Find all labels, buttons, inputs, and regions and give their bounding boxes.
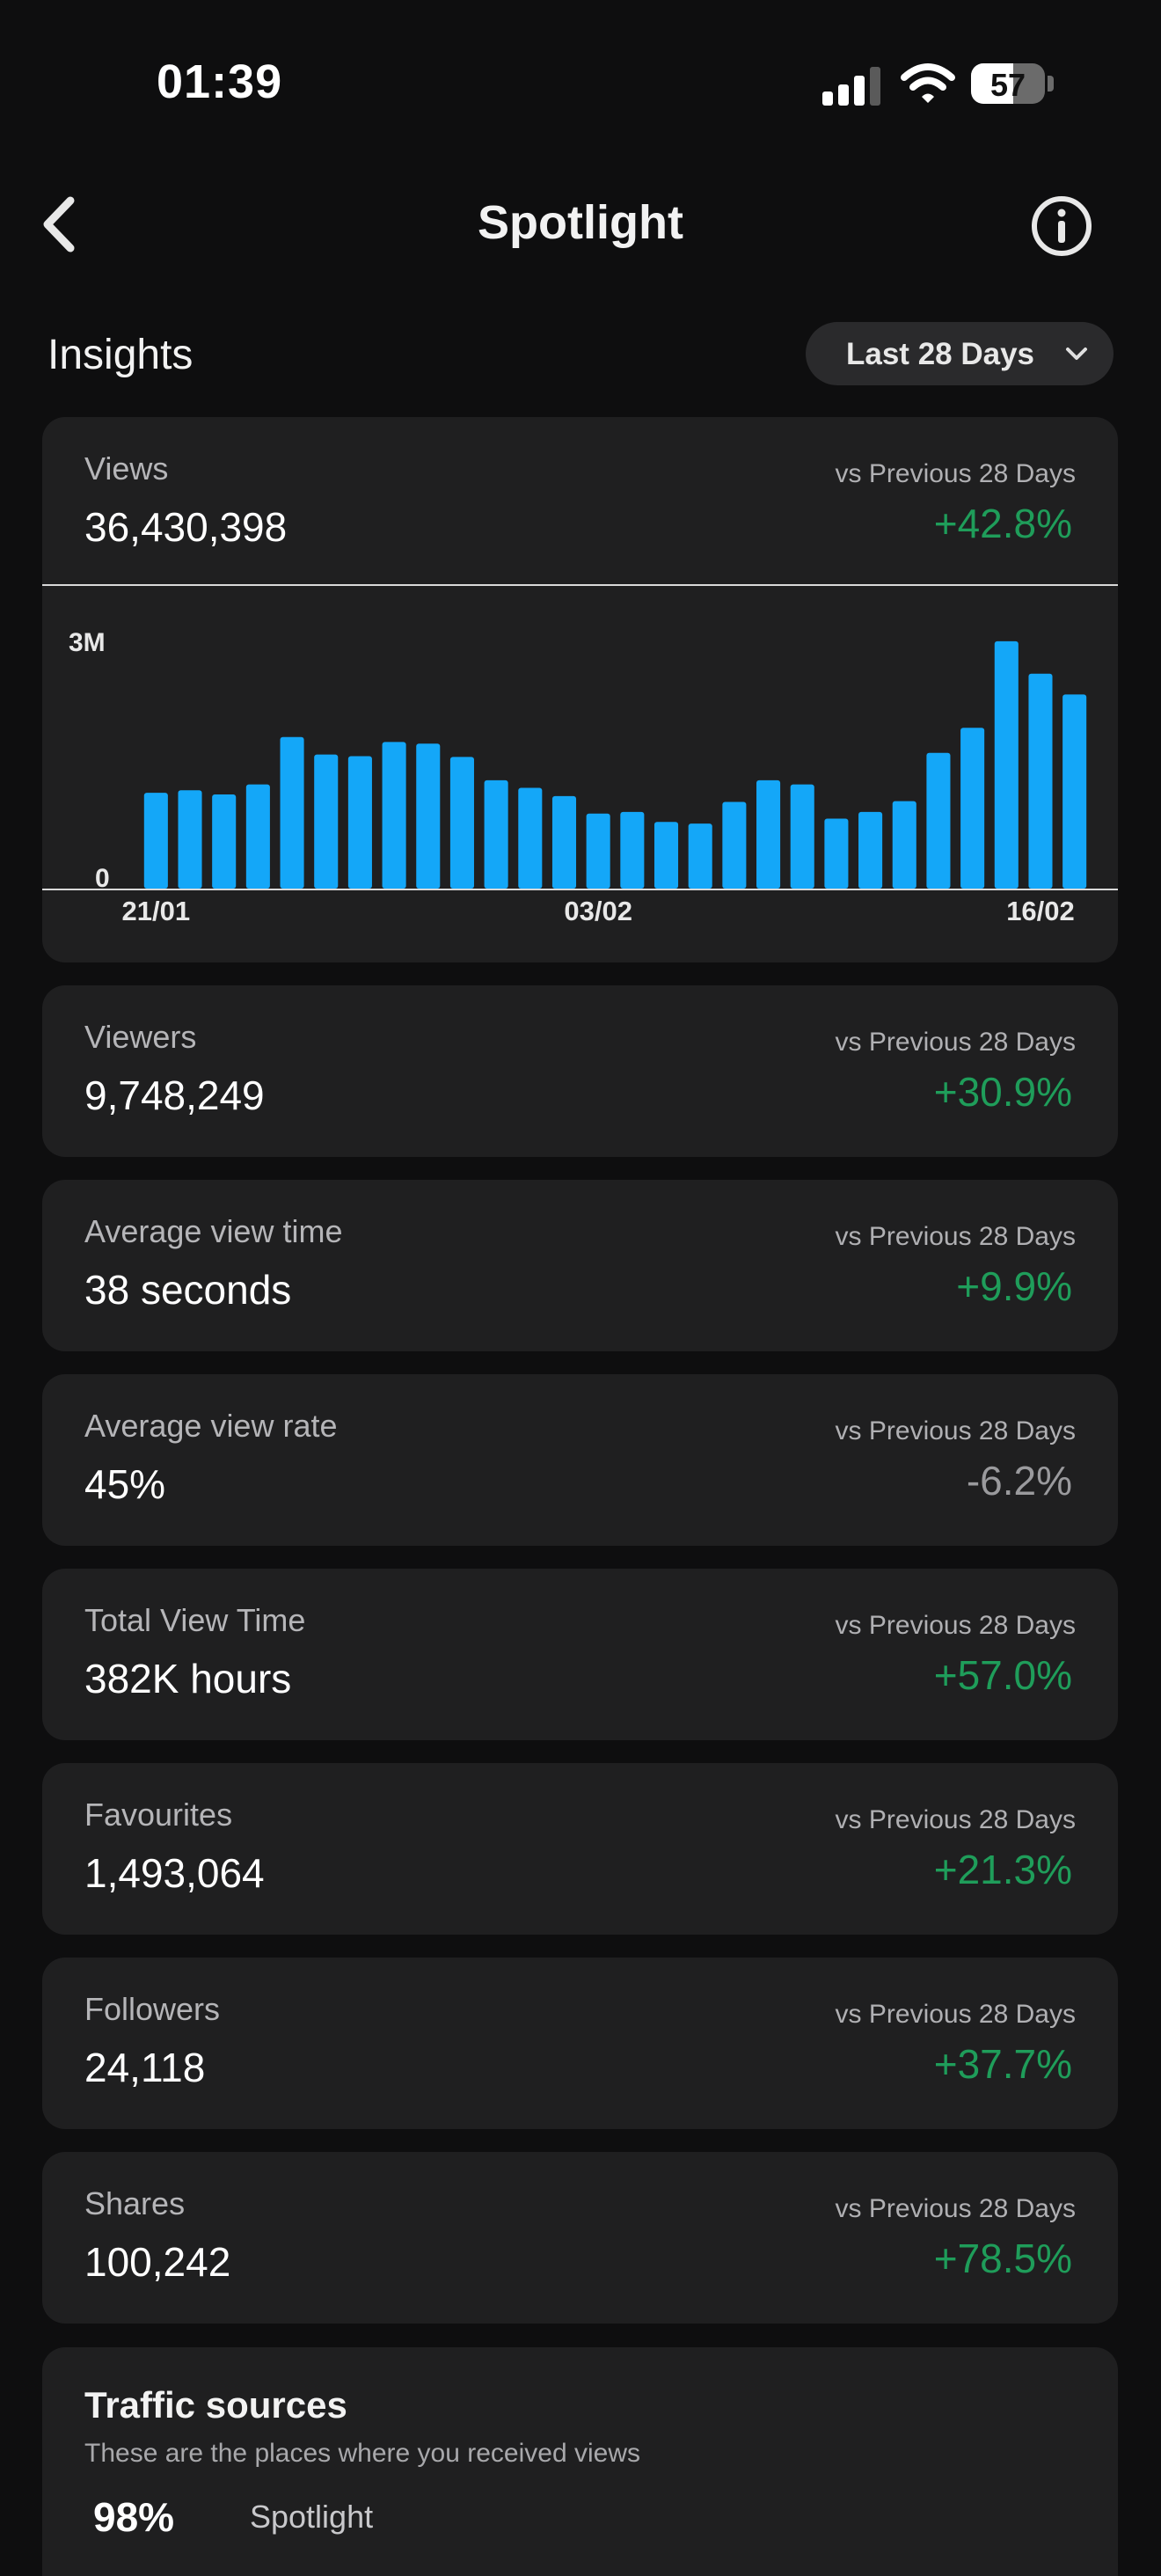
traffic-sources-title: Traffic sources: [84, 2384, 347, 2426]
chevron-down-icon: [1066, 348, 1087, 360]
metric-card-average-view-rate[interactable]: Average view rate 45% vs Previous 28 Day…: [42, 1374, 1118, 1546]
page-title: Spotlight: [478, 196, 683, 249]
chart-baseline: [42, 889, 1118, 890]
chart-bar[interactable]: [280, 736, 304, 889]
metric-comparison: vs Previous 28 Days: [835, 1611, 1076, 1640]
chart-bar[interactable]: [994, 640, 1019, 889]
metric-change: -6.2%: [966, 1458, 1072, 1504]
metric-card-views[interactable]: Views 36,430,398 vs Previous 28 Days +42…: [42, 417, 1118, 962]
chart-bar[interactable]: [245, 784, 270, 889]
metric-value: 45%: [84, 1461, 166, 1507]
chart-bar[interactable]: [484, 779, 508, 889]
metric-value: 1,493,064: [84, 1850, 265, 1896]
metric-label: Favourites: [84, 1797, 233, 1833]
chart-bar[interactable]: [1028, 673, 1053, 889]
metric-value: 382K hours: [84, 1656, 292, 1701]
x-tick-label: 03/02: [564, 896, 632, 926]
y-tick-label: 0: [95, 864, 110, 893]
chart-bar[interactable]: [722, 801, 747, 889]
chart-bar[interactable]: [858, 811, 883, 889]
metric-change: +30.9%: [933, 1069, 1072, 1115]
chart-bar[interactable]: [960, 728, 985, 889]
metric-change: +78.5%: [933, 2236, 1072, 2281]
metric-card-favourites[interactable]: Favourites 1,493,064 vs Previous 28 Days…: [42, 1763, 1118, 1935]
metric-comparison: vs Previous 28 Days: [835, 1028, 1076, 1057]
metric-label: Total View Time: [84, 1602, 306, 1638]
metric-value: 36,430,398: [84, 504, 288, 550]
signal-icon: [822, 67, 880, 106]
metric-comparison: vs Previous 28 Days: [835, 2194, 1076, 2223]
chart-bar[interactable]: [620, 811, 645, 889]
back-chevron-icon[interactable]: [35, 194, 88, 255]
chart-bar[interactable]: [449, 757, 474, 889]
metric-change: +37.7%: [933, 2041, 1072, 2087]
chart-bar[interactable]: [314, 754, 339, 889]
battery-icon: 57: [971, 63, 1055, 106]
metric-change: +57.0%: [933, 1652, 1072, 1698]
chart-bar[interactable]: [416, 743, 441, 889]
insights-title: Insights: [47, 332, 194, 378]
metric-card-followers[interactable]: Followers 24,118 vs Previous 28 Days +37…: [42, 1958, 1118, 2129]
metric-value: 38 seconds: [84, 1267, 292, 1313]
chart-top-divider: [42, 584, 1118, 586]
metric-value: 100,242: [84, 2239, 231, 2285]
metric-comparison: vs Previous 28 Days: [835, 2000, 1076, 2029]
metric-card-average-view-time[interactable]: Average view time 38 seconds vs Previous…: [42, 1180, 1118, 1351]
chart-bar[interactable]: [382, 742, 406, 889]
chart-bar[interactable]: [347, 756, 372, 889]
chart-bar[interactable]: [926, 752, 951, 889]
metric-label: Followers: [84, 1991, 221, 2027]
status-time: 01:39: [157, 55, 283, 108]
metric-card-viewers[interactable]: Viewers 9,748,249 vs Previous 28 Days +3…: [42, 985, 1118, 1157]
views-bar-chart: 3M 0 21/01 03/02 16/02: [42, 628, 1118, 926]
metric-change: +21.3%: [933, 1847, 1072, 1892]
chart-bar[interactable]: [756, 779, 781, 889]
metric-label: Average view rate: [84, 1408, 338, 1444]
y-tick-label: 3M: [69, 628, 106, 657]
metric-label: Viewers: [84, 1019, 197, 1055]
metric-comparison: vs Previous 28 Days: [835, 459, 1076, 488]
metric-label: Shares: [84, 2185, 186, 2221]
x-tick-label: 16/02: [1006, 896, 1075, 926]
nav-bar: Spotlight: [0, 176, 1161, 273]
chart-bar[interactable]: [551, 795, 577, 889]
metric-comparison: vs Previous 28 Days: [835, 1805, 1076, 1834]
date-range-label: Last 28 Days: [846, 337, 1035, 371]
traffic-sources-subtitle: These are the places where you received …: [84, 2439, 640, 2468]
chart-bar[interactable]: [824, 818, 849, 889]
chart-bar[interactable]: [518, 787, 543, 889]
traffic-sources-card[interactable]: Traffic sources These are the places whe…: [42, 2347, 1118, 2576]
metric-comparison: vs Previous 28 Days: [835, 1222, 1076, 1251]
wifi-icon: [901, 63, 955, 103]
chart-bar[interactable]: [892, 801, 916, 889]
metric-value: 24,118: [84, 2045, 206, 2090]
metric-value: 9,748,249: [84, 1072, 265, 1118]
chart-bar[interactable]: [212, 794, 237, 889]
chart-bar[interactable]: [790, 784, 814, 889]
metric-change: +42.8%: [933, 501, 1072, 546]
traffic-source-percent: 98%: [93, 2494, 175, 2540]
battery-percent: 57: [989, 67, 1026, 103]
info-icon[interactable]: [1029, 194, 1094, 259]
metric-label: Average view time: [84, 1213, 343, 1249]
date-range-dropdown[interactable]: Last 28 Days: [806, 322, 1114, 385]
x-tick-label: 21/01: [122, 896, 191, 926]
chart-bar[interactable]: [1062, 694, 1087, 889]
status-bar: 01:39 57: [0, 0, 1161, 167]
chart-bar[interactable]: [654, 822, 679, 889]
traffic-source-name: Spotlight: [250, 2499, 374, 2535]
metric-label: Views: [84, 450, 169, 487]
chart-bar[interactable]: [586, 813, 610, 889]
chart-bar[interactable]: [178, 790, 202, 889]
metric-card-total-view-time[interactable]: Total View Time 382K hours vs Previous 2…: [42, 1569, 1118, 1740]
metric-change: +9.9%: [956, 1263, 1072, 1309]
chart-bar[interactable]: [143, 793, 168, 889]
metric-comparison: vs Previous 28 Days: [835, 1416, 1076, 1445]
chart-bar[interactable]: [688, 823, 712, 889]
metric-card-shares[interactable]: Shares 100,242 vs Previous 28 Days +78.5…: [42, 2152, 1118, 2324]
